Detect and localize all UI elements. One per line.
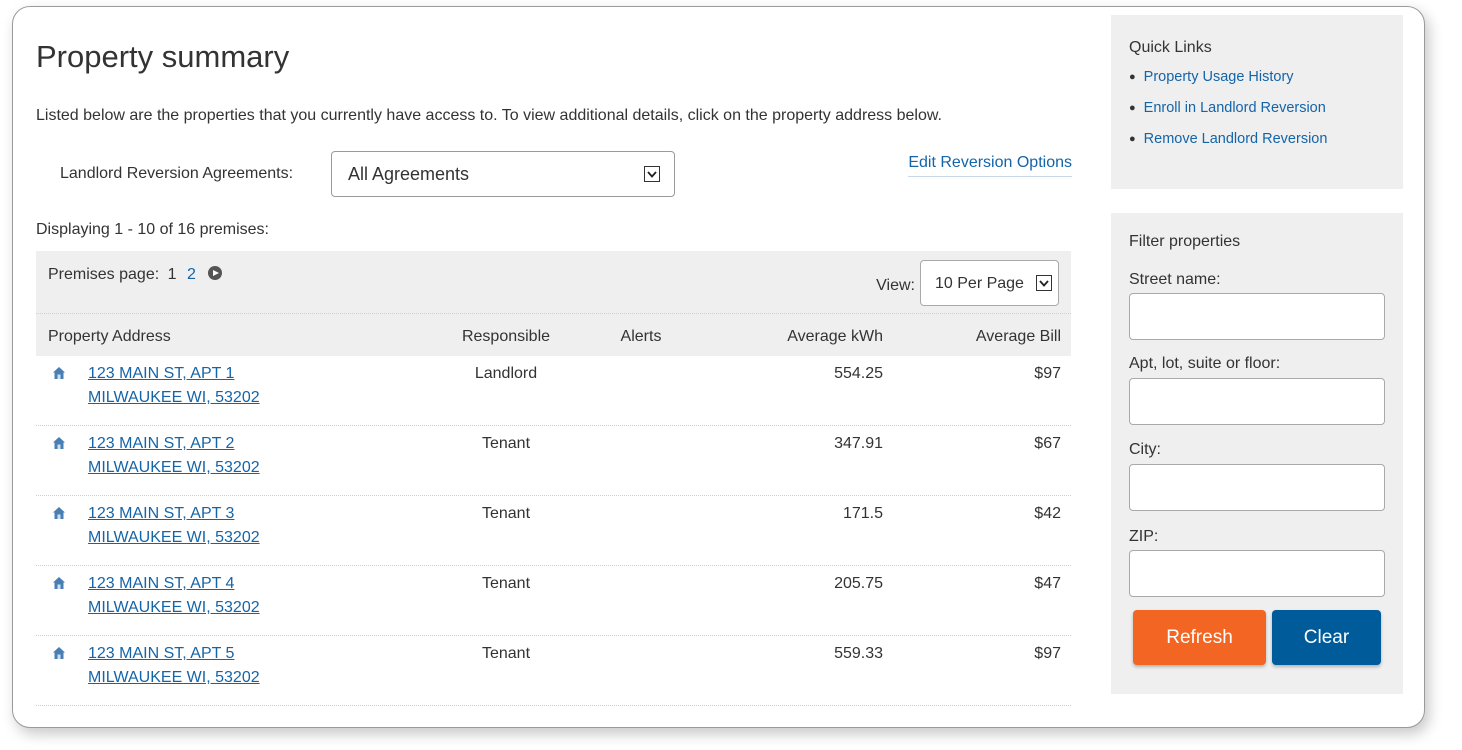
address-line-1: 123 MAIN ST, APT 1 — [88, 365, 235, 382]
quick-link-enroll[interactable]: Enroll in Landlord Reversion — [1143, 100, 1326, 116]
page-title: Property summary — [36, 39, 290, 74]
address-line-1: 123 MAIN ST, APT 4 — [88, 575, 235, 592]
property-summary-panel: Property summary Listed below are the pr… — [12, 6, 1425, 728]
quick-link-item[interactable]: ● Enroll in Landlord Reversion — [1129, 100, 1326, 116]
apt-input[interactable] — [1129, 378, 1385, 425]
average-kwh-cell: 171.5 — [842, 505, 883, 522]
per-page-select[interactable]: 10 Per Page — [920, 260, 1059, 306]
city-input[interactable] — [1129, 464, 1385, 511]
pager-page-2-link[interactable]: 2 — [186, 266, 196, 283]
address-line-1: 123 MAIN ST, APT 3 — [88, 505, 235, 522]
average-bill-cell: $67 — [1034, 435, 1061, 452]
property-address-link[interactable]: 123 MAIN ST, APT 3 MILWAUKEE WI, 53202 — [88, 502, 260, 550]
table-row: 123 MAIN ST, APT 5 MILWAUKEE WI, 53202 T… — [36, 635, 1071, 706]
house-icon — [53, 437, 65, 449]
agreements-select-value: All Agreements — [348, 164, 470, 184]
table-row: 123 MAIN ST, APT 1 MILWAUKEE WI, 53202 L… — [36, 355, 1071, 426]
filter-properties-box: Filter properties Street name: Apt, lot,… — [1111, 213, 1403, 694]
refresh-button[interactable]: Refresh — [1133, 610, 1266, 665]
property-address-link[interactable]: 123 MAIN ST, APT 2 MILWAUKEE WI, 53202 — [88, 432, 260, 480]
filter-title: Filter properties — [1129, 233, 1241, 250]
average-bill-cell: $42 — [1034, 505, 1061, 522]
property-address-link[interactable]: 123 MAIN ST, APT 5 MILWAUKEE WI, 53202 — [88, 642, 260, 690]
address-line-2: MILWAUKEE WI, 53202 — [88, 599, 260, 616]
clear-button[interactable]: Clear — [1272, 610, 1381, 665]
column-header-average-kwh: Average kWh — [787, 328, 883, 345]
edit-reversion-options-link[interactable]: Edit Reversion Options — [908, 154, 1072, 177]
quick-links-title: Quick Links — [1129, 39, 1212, 56]
quick-link-remove[interactable]: Remove Landlord Reversion — [1143, 131, 1328, 147]
house-icon — [53, 367, 65, 379]
zip-label: ZIP: — [1129, 528, 1159, 545]
pager-bar: Premises page: 1 2 View: 10 Per Page — [36, 251, 1071, 313]
average-kwh-cell: 559.33 — [834, 645, 883, 662]
house-icon — [53, 507, 65, 519]
column-header-address: Property Address — [48, 328, 171, 345]
pager: Premises page: 1 2 — [48, 266, 223, 284]
property-address-link[interactable]: 123 MAIN ST, APT 1 MILWAUKEE WI, 53202 — [88, 362, 260, 410]
view-label: View: — [876, 277, 915, 294]
chevron-down-icon — [644, 166, 660, 182]
pager-label: Premises page: — [48, 266, 160, 283]
chevron-down-icon — [1036, 275, 1052, 291]
average-bill-cell: $97 — [1034, 645, 1061, 662]
address-line-2: MILWAUKEE WI, 53202 — [88, 389, 260, 406]
address-line-2: MILWAUKEE WI, 53202 — [88, 669, 260, 686]
table-row: 123 MAIN ST, APT 3 MILWAUKEE WI, 53202 T… — [36, 495, 1071, 566]
address-line-1: 123 MAIN ST, APT 5 — [88, 645, 235, 662]
displaying-count: Displaying 1 - 10 of 16 premises: — [36, 221, 269, 238]
average-kwh-cell: 347.91 — [834, 435, 883, 452]
street-name-input[interactable] — [1129, 293, 1385, 340]
quick-links-box: Quick Links ● Property Usage History ● Enr… — [1111, 15, 1403, 189]
per-page-value: 10 Per Page — [935, 275, 1024, 292]
property-address-link[interactable]: 123 MAIN ST, APT 4 MILWAUKEE WI, 53202 — [88, 572, 260, 620]
next-page-icon[interactable] — [208, 266, 223, 280]
average-bill-cell: $47 — [1034, 575, 1061, 592]
pager-current-page: 1 — [167, 266, 177, 283]
city-label: City: — [1129, 441, 1161, 458]
zip-input[interactable] — [1129, 550, 1385, 597]
address-line-2: MILWAUKEE WI, 53202 — [88, 529, 260, 546]
agreements-label: Landlord Reversion Agreements: — [60, 165, 294, 182]
quick-link-item[interactable]: ● Property Usage History — [1129, 69, 1294, 85]
column-header-responsible: Responsible — [461, 328, 551, 345]
quick-links-list: ● Property Usage History ● Enroll in Landl… — [1129, 69, 1327, 162]
column-header-average-bill: Average Bill — [975, 328, 1061, 345]
responsible-cell: Tenant — [481, 645, 531, 662]
average-bill-cell: $97 — [1034, 365, 1061, 382]
house-icon — [53, 647, 65, 659]
responsible-cell: Landlord — [474, 365, 538, 382]
address-line-2: MILWAUKEE WI, 53202 — [88, 459, 260, 476]
quick-link-usage-history[interactable]: Property Usage History — [1143, 69, 1294, 85]
responsible-cell: Tenant — [481, 505, 531, 522]
responsible-cell: Tenant — [481, 575, 531, 592]
table-row: 123 MAIN ST, APT 2 MILWAUKEE WI, 53202 T… — [36, 425, 1071, 496]
apt-label: Apt, lot, suite or floor: — [1129, 355, 1281, 372]
agreements-select[interactable]: All Agreements — [331, 151, 675, 197]
table-row: 123 MAIN ST, APT 4 MILWAUKEE WI, 53202 T… — [36, 565, 1071, 636]
table-header: Property Address Responsible Alerts Aver… — [36, 313, 1071, 356]
average-kwh-cell: 554.25 — [834, 365, 883, 382]
intro-text: Listed below are the properties that you… — [36, 107, 942, 124]
quick-link-item[interactable]: ● Remove Landlord Reversion — [1129, 131, 1328, 147]
column-header-alerts: Alerts — [620, 328, 662, 345]
address-line-1: 123 MAIN ST, APT 2 — [88, 435, 235, 452]
responsible-cell: Tenant — [481, 435, 531, 452]
average-kwh-cell: 205.75 — [834, 575, 883, 592]
street-name-label: Street name: — [1129, 271, 1221, 288]
house-icon — [53, 577, 65, 589]
